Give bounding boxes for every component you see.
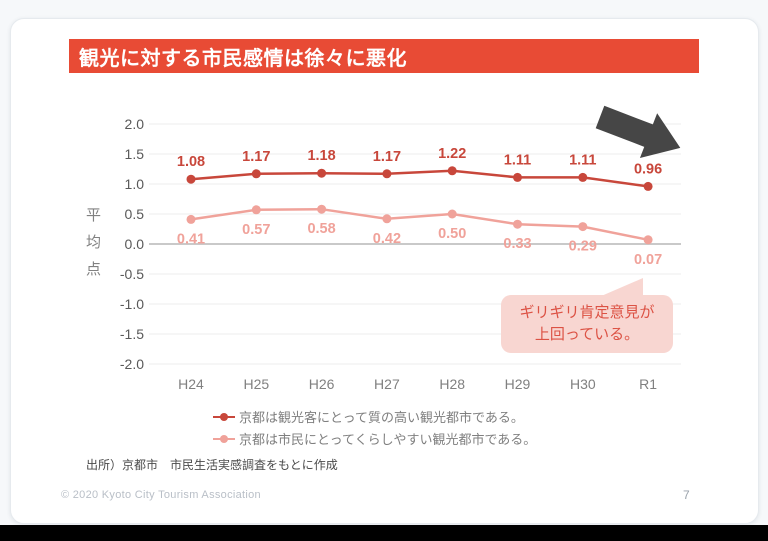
data-point (317, 168, 327, 178)
series-line (190, 207, 649, 242)
y-tick-label: -2.0 (120, 356, 144, 372)
gridlines (149, 123, 681, 365)
x-tick-label: H26 (309, 376, 335, 392)
data-label: 0.42 (373, 231, 401, 247)
data-label: 1.11 (504, 152, 531, 168)
trend-down-arrow-icon (595, 105, 681, 159)
data-label: 0.33 (503, 236, 531, 252)
y-tick-labels: 2.0 1.5 1.0 0.5 0.0 -0.5 -1.0 -1.5 -2.0 (120, 116, 144, 372)
data-point (578, 222, 588, 232)
data-label: 0.07 (634, 252, 662, 268)
sentiment-line-chart: 2.0 1.5 1.0 0.5 0.0 -0.5 -1.0 -1.5 -2.0 H24 H25 H26… (120, 105, 681, 392)
legend-item-0: 京都は観光客にとって質の高い観光都市である。 (213, 407, 536, 426)
data-point (578, 172, 588, 182)
page-number: 7 (683, 488, 690, 502)
chart-legend: 京都は観光客にとって質の高い観光都市である。 京都は市民にとってくらしやすい観光都… (213, 407, 536, 448)
series-0: 1.08 1.17 1.18 1.17 1.22 1.11 1.11 0.96 (177, 146, 662, 191)
legend-marker-icon (213, 412, 235, 422)
data-label: 0.58 (307, 221, 335, 237)
y-tick-label: -0.5 (120, 266, 144, 282)
data-label: 1.18 (307, 148, 335, 164)
annotation-line1: ギリギリ肯定意見が (519, 304, 655, 321)
x-tick-label: H28 (439, 376, 465, 392)
y-tick-label: 1.0 (125, 176, 145, 192)
y-tick-label: -1.0 (120, 296, 144, 312)
x-tick-label: H29 (505, 376, 531, 392)
x-tick-label: H24 (178, 376, 204, 392)
data-point (251, 205, 261, 215)
y-tick-label: 0.5 (125, 206, 145, 222)
data-point (382, 214, 392, 224)
data-point (447, 209, 457, 219)
y-tick-label: 0.0 (125, 236, 145, 252)
footer-copyright: © 2020 Kyoto City Tourism Association (61, 489, 261, 501)
source-note: 出所）京都市 市民生活実感調査をもとに作成 (86, 458, 338, 472)
legend-marker-icon (213, 434, 235, 444)
data-label: 0.41 (177, 231, 205, 247)
data-point (643, 181, 653, 191)
data-point (513, 219, 522, 229)
legend-label: 京都は市民にとってくらしやすい観光都市である。 (239, 432, 537, 447)
y-tick-label: 2.0 (125, 116, 145, 132)
data-label: 0.50 (438, 226, 466, 242)
data-label: 0.96 (634, 161, 662, 177)
legend-item-1: 京都は市民にとってくらしやすい観光都市である。 (213, 429, 536, 448)
x-tick-label: H25 (243, 376, 269, 392)
page-title: 観光に対する市民感情は徐々に悪化 (79, 47, 407, 70)
data-point (643, 235, 653, 245)
x-tick-label: H27 (374, 376, 400, 392)
x-tick-label: R1 (639, 376, 657, 392)
series-1: 0.41 0.57 0.58 0.42 0.50 0.33 0.29 0.07 (177, 204, 662, 268)
annotation-line2: 上回っている。 (534, 326, 640, 343)
annotation-bubble: ギリギリ肯定意見が 上回っている。 (501, 295, 673, 353)
data-label: 1.08 (177, 154, 205, 170)
data-label: 1.17 (373, 149, 401, 165)
title-banner: 観光に対する市民感情は徐々に悪化 (69, 39, 699, 73)
data-point (186, 214, 196, 224)
data-label: 0.29 (569, 239, 597, 255)
legend-label: 京都は観光客にとって質の高い観光都市である。 (239, 410, 524, 425)
bottom-black-bar (0, 525, 768, 541)
slide-card: 観光に対する市民感情は徐々に悪化 平均点 2.0 1.5 1.0 0.5 0.0 -0.5… (10, 18, 759, 524)
y-tick-label: -1.5 (120, 326, 144, 342)
data-point (447, 166, 457, 176)
y-axis-title: 平均点 (84, 207, 101, 288)
y-tick-label: 1.5 (125, 146, 145, 162)
data-label: 0.57 (242, 222, 270, 238)
data-label: 1.22 (438, 146, 466, 162)
data-point (251, 169, 261, 179)
data-point (317, 204, 327, 214)
x-tick-label: H30 (570, 376, 596, 392)
data-label: 1.11 (569, 152, 596, 168)
x-tick-labels: H24 H25 H26 H27 H28 H29 H30 R1 (178, 376, 657, 392)
data-point (186, 174, 196, 184)
data-point (382, 169, 392, 179)
series-line (190, 169, 649, 188)
data-label: 1.17 (242, 149, 270, 165)
data-point (513, 172, 522, 182)
